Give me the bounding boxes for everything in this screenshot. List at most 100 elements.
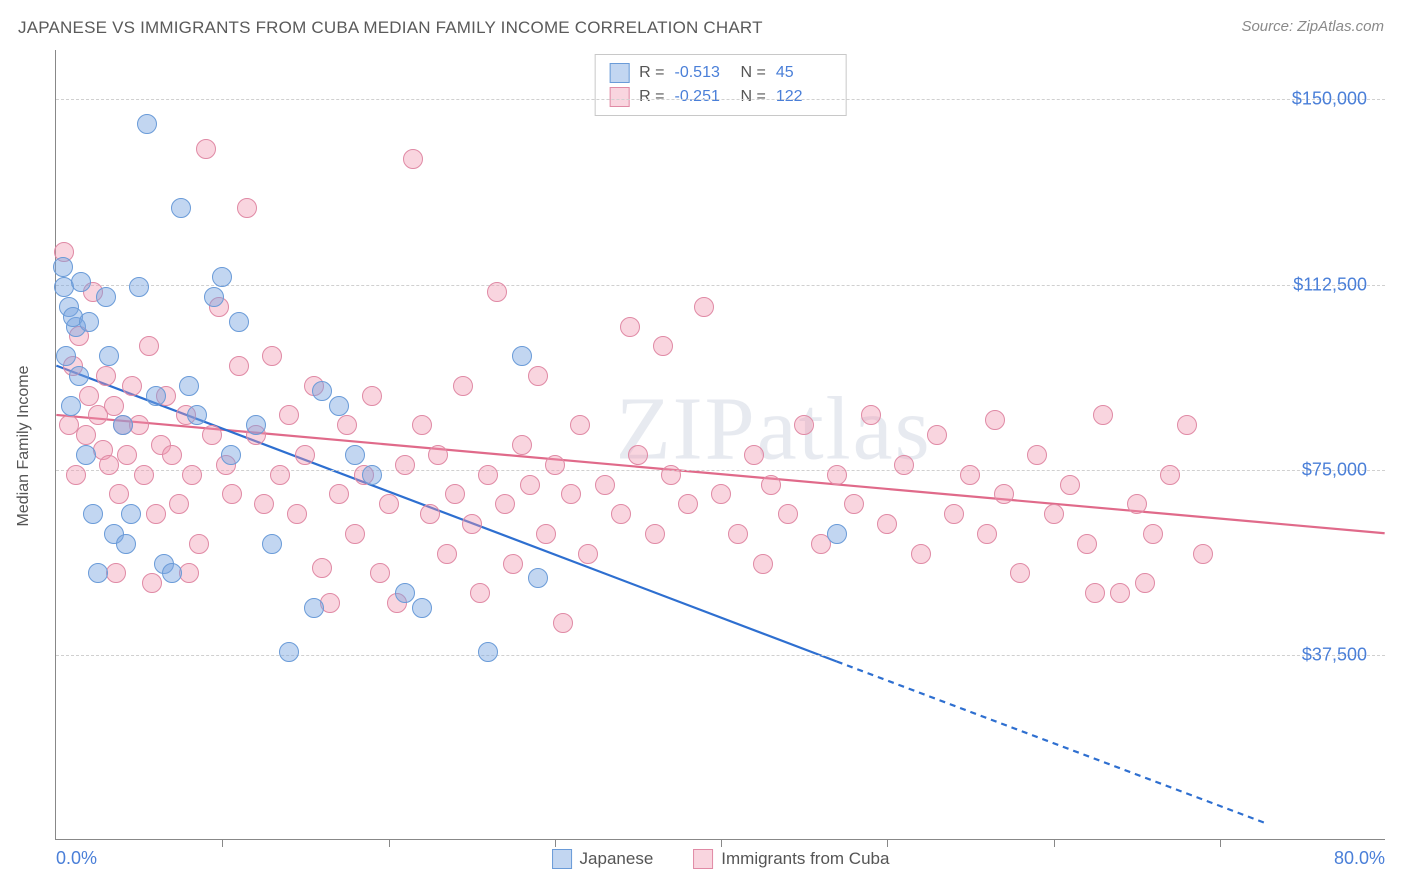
scatter-point-b — [254, 494, 274, 514]
r-label-a: R = — [639, 64, 664, 82]
y-axis-label: Median Family Income — [15, 366, 33, 527]
scatter-point-b — [189, 534, 209, 554]
scatter-point-b — [182, 465, 202, 485]
scatter-point-b — [134, 465, 154, 485]
n-label-b: N = — [741, 88, 766, 106]
scatter-point-b — [403, 149, 423, 169]
scatter-point-b — [1127, 494, 1147, 514]
scatter-point-b — [944, 504, 964, 524]
scatter-point-b — [894, 455, 914, 475]
x-tick — [1054, 839, 1055, 847]
scatter-point-b — [728, 524, 748, 544]
scatter-point-b — [595, 475, 615, 495]
legend-item-a: Japanese — [552, 849, 654, 869]
scatter-point-a — [121, 504, 141, 524]
scatter-point-a — [56, 346, 76, 366]
stats-row-b: R = -0.251 N = 122 — [609, 85, 832, 109]
n-label-a: N = — [741, 64, 766, 82]
gridline — [56, 285, 1385, 286]
scatter-point-a — [329, 396, 349, 416]
scatter-point-b — [844, 494, 864, 514]
scatter-point-b — [985, 410, 1005, 430]
y-tick-label: $37,500 — [1302, 644, 1367, 665]
n-value-a: 45 — [776, 64, 832, 82]
x-tick — [1220, 839, 1221, 847]
scatter-point-a — [246, 415, 266, 435]
bottom-legend: Japanese Immigrants from Cuba — [552, 849, 890, 869]
scatter-point-b — [678, 494, 698, 514]
scatter-point-b — [76, 425, 96, 445]
scatter-point-a — [304, 598, 324, 618]
scatter-point-a — [362, 465, 382, 485]
scatter-point-a — [53, 257, 73, 277]
scatter-point-b — [794, 415, 814, 435]
scatter-point-b — [395, 455, 415, 475]
gridline — [56, 655, 1385, 656]
scatter-point-b — [778, 504, 798, 524]
r-label-b: R = — [639, 88, 664, 106]
scatter-point-b — [370, 563, 390, 583]
scatter-point-a — [262, 534, 282, 554]
scatter-point-b — [1085, 583, 1105, 603]
x-axis-min-label: 0.0% — [56, 848, 97, 869]
scatter-point-b — [1193, 544, 1213, 564]
scatter-point-a — [146, 386, 166, 406]
scatter-point-b — [295, 445, 315, 465]
scatter-point-a — [279, 642, 299, 662]
swatch-a-icon — [552, 849, 572, 869]
scatter-point-b — [1010, 563, 1030, 583]
scatter-point-b — [578, 544, 598, 564]
scatter-point-a — [137, 114, 157, 134]
scatter-point-b — [329, 484, 349, 504]
scatter-point-b — [453, 376, 473, 396]
scatter-point-b — [169, 494, 189, 514]
scatter-point-b — [911, 544, 931, 564]
scatter-point-b — [877, 514, 897, 534]
scatter-point-a — [179, 376, 199, 396]
legend-label-a: Japanese — [580, 849, 654, 869]
scatter-point-b — [1027, 445, 1047, 465]
scatter-point-b — [79, 386, 99, 406]
scatter-point-a — [162, 563, 182, 583]
scatter-point-b — [994, 484, 1014, 504]
scatter-point-a — [229, 312, 249, 332]
y-tick-label: $150,000 — [1292, 89, 1367, 110]
scatter-point-b — [345, 524, 365, 544]
scatter-point-a — [69, 366, 89, 386]
x-tick — [887, 839, 888, 847]
watermark-text: ZIPatlas — [616, 377, 932, 480]
scatter-point-b — [536, 524, 556, 544]
scatter-point-b — [653, 336, 673, 356]
scatter-point-b — [1093, 405, 1113, 425]
scatter-point-a — [76, 445, 96, 465]
scatter-point-b — [428, 445, 448, 465]
scatter-point-b — [437, 544, 457, 564]
scatter-point-b — [106, 563, 126, 583]
scatter-point-a — [512, 346, 532, 366]
scatter-point-a — [88, 563, 108, 583]
scatter-point-a — [827, 524, 847, 544]
legend-label-b: Immigrants from Cuba — [721, 849, 889, 869]
scatter-point-b — [420, 504, 440, 524]
scatter-point-b — [645, 524, 665, 544]
y-tick-label: $112,500 — [1293, 274, 1367, 295]
scatter-point-a — [79, 312, 99, 332]
stats-legend-box: R = -0.513 N = 45 R = -0.251 N = 122 — [594, 54, 847, 116]
scatter-point-b — [279, 405, 299, 425]
scatter-point-b — [229, 356, 249, 376]
scatter-point-b — [561, 484, 581, 504]
scatter-point-a — [312, 381, 332, 401]
scatter-point-a — [395, 583, 415, 603]
scatter-point-b — [570, 415, 590, 435]
plot-area: ZIPatlas R = -0.513 N = 45 R = -0.251 N … — [55, 50, 1385, 840]
scatter-point-b — [104, 396, 124, 416]
scatter-point-b — [222, 484, 242, 504]
scatter-point-b — [478, 465, 498, 485]
scatter-point-a — [129, 277, 149, 297]
scatter-point-a — [99, 346, 119, 366]
scatter-point-b — [142, 573, 162, 593]
scatter-point-b — [96, 366, 116, 386]
chart-container: JAPANESE VS IMMIGRANTS FROM CUBA MEDIAN … — [0, 0, 1406, 892]
scatter-point-b — [287, 504, 307, 524]
scatter-point-a — [83, 504, 103, 524]
